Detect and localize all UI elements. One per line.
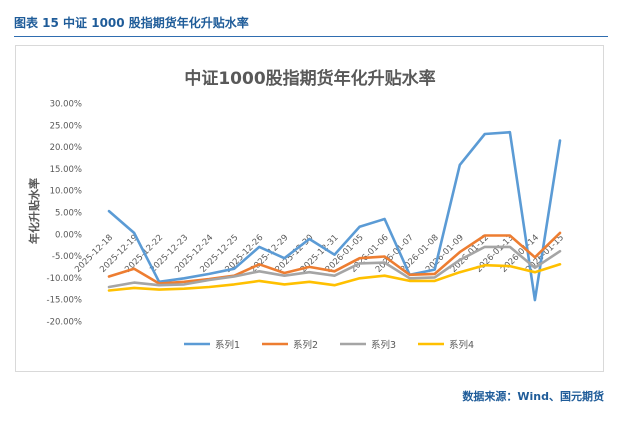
y-tick-label: 0.00% <box>55 230 82 240</box>
figure-caption: 图表 15 中证 1000 股指期货年化升贴水率 <box>14 16 249 30</box>
chart-legend: 系列1 系列2 系列3 系列4 <box>184 339 474 351</box>
series-lines <box>107 130 562 302</box>
y-tick-label: -15.00% <box>47 296 82 306</box>
y-tick-label: 30.00% <box>50 100 82 110</box>
y-tick-label: 15.00% <box>50 165 82 175</box>
y-tick-label: 25.00% <box>50 121 82 131</box>
y-tick-label: 5.00% <box>55 209 82 219</box>
legend-label-1: 系列1 <box>215 339 240 351</box>
y-tick-label: -10.00% <box>47 274 82 284</box>
legend-label-2: 系列2 <box>293 339 318 351</box>
series-line-3 <box>107 245 562 289</box>
y-tick-label: 20.00% <box>50 143 82 153</box>
data-source-note: 数据来源：Wind、国元期货 <box>462 390 604 403</box>
legend-label-4: 系列4 <box>449 339 474 351</box>
legend-label-3: 系列3 <box>371 339 396 351</box>
line-chart: 中证1000股指期货年化升贴水率 年化升贴水率 -20.00% -15.00% -1… <box>27 68 566 351</box>
series-line-4 <box>107 263 562 292</box>
series-line-2 <box>107 231 562 285</box>
caption-divider <box>14 36 608 37</box>
y-tick-label: -20.00% <box>47 318 82 328</box>
chart-frame: 中证1000股指期货年化升贴水率 年化升贴水率 -20.00% -15.00% -1… <box>15 45 604 372</box>
y-tick-labels: -20.00% -15.00% -10.00% -5.00% 0.00% 5.00% 10.… <box>47 100 82 328</box>
y-tick-label: -5.00% <box>52 252 82 262</box>
series-line-1 <box>107 130 562 302</box>
y-axis-title: 年化升贴水率 <box>27 178 41 244</box>
chart-title: 中证1000股指期货年化升贴水率 <box>184 68 435 89</box>
y-tick-label: 10.00% <box>50 187 82 197</box>
